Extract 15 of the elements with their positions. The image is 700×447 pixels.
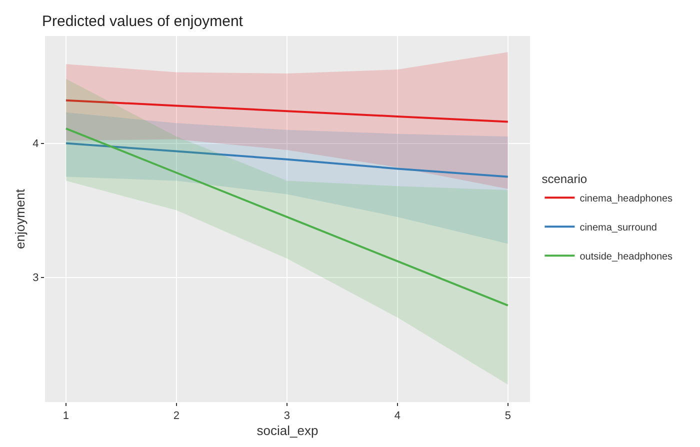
chart-title: Predicted values of enjoyment (42, 13, 244, 30)
legend-label: cinema_headphones (580, 194, 673, 204)
x-axis-title: social_exp (256, 422, 318, 438)
line-series (64, 128, 509, 306)
line-series (64, 99, 509, 123)
x-tick-label: 4 (394, 410, 400, 422)
line-series (64, 142, 509, 178)
x-tick-label: 5 (504, 410, 511, 422)
legend-title: scenario (542, 172, 588, 186)
y-axis-title: enjoyment (12, 188, 28, 249)
x-tick-label: 3 (284, 410, 290, 422)
legend-label: outside_headphones (580, 252, 673, 262)
x-tick-label: 2 (173, 410, 180, 422)
legend-label: cinema_surround (580, 222, 657, 234)
x-tick-label: 1 (62, 410, 70, 422)
